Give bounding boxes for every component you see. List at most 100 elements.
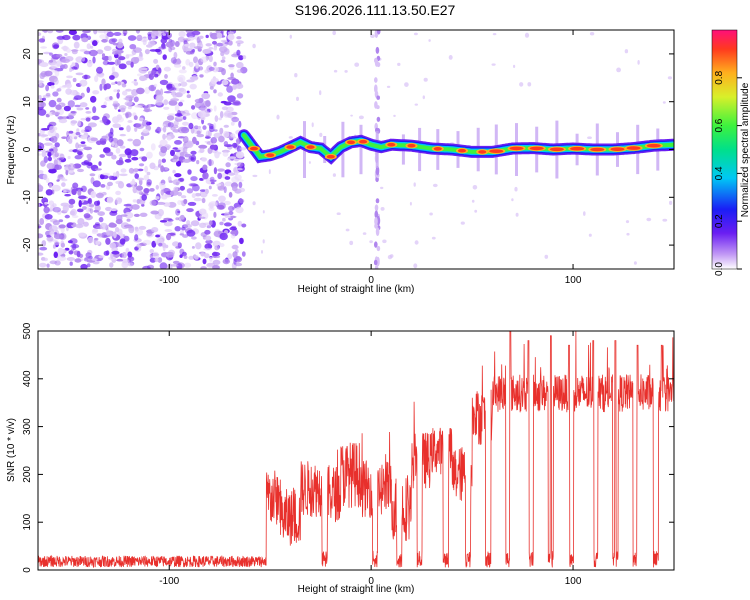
noise-speck xyxy=(100,184,106,188)
noise-speck xyxy=(158,242,163,247)
noise-speck xyxy=(127,262,134,267)
y-tick-label: -20 xyxy=(22,237,33,252)
noise-speck xyxy=(134,234,139,241)
noise-speck xyxy=(195,62,200,69)
noise-speck xyxy=(205,239,213,244)
noise-speck xyxy=(133,96,139,103)
noise-speck xyxy=(235,255,241,261)
noise-speck xyxy=(87,122,97,128)
noise-speck xyxy=(197,125,201,129)
noise-speck xyxy=(83,221,89,227)
noise-speck xyxy=(134,226,139,230)
noise-speck xyxy=(45,92,51,97)
noise-speck xyxy=(74,258,82,263)
noise-speck xyxy=(236,69,243,73)
vertical-artifact xyxy=(374,217,378,226)
noise-speck xyxy=(80,263,88,269)
noise-speck xyxy=(39,246,48,251)
noise-speck xyxy=(177,126,187,134)
noise-speck xyxy=(73,41,80,49)
noise-speck xyxy=(142,120,149,127)
noise-speck xyxy=(51,111,61,116)
y-tick-label: 300 xyxy=(22,418,33,435)
noise-speck xyxy=(208,159,212,167)
noise-speck xyxy=(80,134,88,140)
noise-speck xyxy=(135,123,145,129)
noise-speck xyxy=(126,54,134,57)
noise-speck xyxy=(76,128,80,133)
noise-speck xyxy=(519,82,524,87)
noise-speck xyxy=(172,179,181,186)
noise-speck xyxy=(93,209,99,213)
noise-speck xyxy=(154,257,159,263)
noise-speck xyxy=(53,251,58,258)
noise-speck xyxy=(92,106,97,114)
noise-speck xyxy=(43,30,48,34)
noise-speck xyxy=(219,232,228,241)
noise-speck xyxy=(86,153,93,159)
noise-speck xyxy=(205,235,212,241)
noise-speck xyxy=(64,53,68,56)
noise-speck xyxy=(198,215,202,219)
noise-speck xyxy=(44,201,48,205)
vertical-artifact xyxy=(376,245,381,252)
noise-speck xyxy=(75,142,79,149)
noise-speck xyxy=(296,96,299,101)
noise-speck xyxy=(43,257,48,262)
noise-speck xyxy=(98,74,104,78)
noise-speck xyxy=(85,117,91,122)
noise-speck xyxy=(213,129,218,132)
noise-speck xyxy=(130,184,136,188)
noise-speck xyxy=(191,193,196,199)
noise-speck xyxy=(189,83,197,90)
noise-speck xyxy=(583,211,586,216)
noise-speck xyxy=(134,57,140,63)
noise-speck xyxy=(83,50,91,55)
hot-spot-core xyxy=(458,148,466,153)
noise-speck xyxy=(422,95,425,100)
noise-speck xyxy=(380,186,384,190)
noise-speck xyxy=(219,111,224,119)
noise-speck xyxy=(118,63,127,70)
noise-speck xyxy=(161,158,166,163)
noise-speck xyxy=(77,195,87,200)
noise-speck xyxy=(236,137,240,145)
noise-speck xyxy=(86,263,91,268)
noise-speck xyxy=(115,197,123,205)
vertical-artifact xyxy=(374,210,379,219)
noise-speck xyxy=(168,180,173,183)
noise-speck xyxy=(230,121,235,126)
noise-speck xyxy=(345,228,350,232)
noise-speck xyxy=(193,56,198,64)
noise-speck xyxy=(52,203,57,208)
noise-speck xyxy=(94,237,99,241)
noise-speck xyxy=(74,136,78,140)
noise-speck xyxy=(101,78,106,86)
noise-speck xyxy=(163,106,170,110)
noise-speck xyxy=(80,141,86,145)
noise-speck xyxy=(142,129,150,134)
noise-speck xyxy=(128,167,134,174)
spectrogram-plot-area xyxy=(38,30,674,269)
noise-speck xyxy=(38,80,44,84)
noise-speck xyxy=(332,173,336,177)
noise-speck xyxy=(208,66,215,71)
vertical-artifact xyxy=(373,259,378,266)
noise-speck xyxy=(147,33,152,41)
noise-speck xyxy=(135,30,141,34)
noise-speck xyxy=(116,139,124,147)
noise-speck xyxy=(117,89,120,93)
noise-speck xyxy=(118,56,126,61)
noise-speck xyxy=(382,239,387,244)
noise-speck xyxy=(397,62,401,66)
noise-speck xyxy=(117,81,122,86)
noise-speck xyxy=(225,162,231,168)
noise-speck xyxy=(39,72,45,80)
noise-speck xyxy=(182,121,189,126)
noise-speck xyxy=(78,232,87,237)
noise-speck xyxy=(201,157,208,162)
noise-speck xyxy=(98,161,102,166)
y-tick-label: 0 xyxy=(22,146,33,152)
noise-speck xyxy=(61,58,70,64)
noise-speck xyxy=(50,135,58,143)
